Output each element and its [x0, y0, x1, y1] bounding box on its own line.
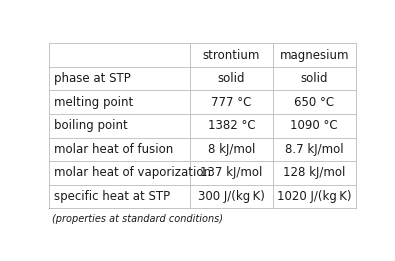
Text: 8.7 kJ/mol: 8.7 kJ/mol	[285, 143, 344, 156]
Text: 1090 °C: 1090 °C	[290, 119, 338, 132]
Text: magnesium: magnesium	[279, 49, 349, 62]
Text: melting point: melting point	[54, 96, 133, 109]
Text: (properties at standard conditions): (properties at standard conditions)	[53, 214, 224, 224]
Text: 128 kJ/mol: 128 kJ/mol	[283, 166, 345, 179]
Text: molar heat of vaporization: molar heat of vaporization	[54, 166, 211, 179]
Text: specific heat at STP: specific heat at STP	[54, 190, 170, 203]
Text: 1382 °C: 1382 °C	[208, 119, 255, 132]
Text: boiling point: boiling point	[54, 119, 128, 132]
Text: 137 kJ/mol: 137 kJ/mol	[200, 166, 263, 179]
Text: molar heat of fusion: molar heat of fusion	[54, 143, 173, 156]
Text: solid: solid	[218, 72, 245, 85]
Text: 1020 J/(kg K): 1020 J/(kg K)	[277, 190, 352, 203]
Text: strontium: strontium	[203, 49, 260, 62]
Text: solid: solid	[301, 72, 328, 85]
Text: 300 J/(kg K): 300 J/(kg K)	[198, 190, 265, 203]
Text: 650 °C: 650 °C	[294, 96, 334, 109]
Text: 777 °C: 777 °C	[211, 96, 252, 109]
Text: 8 kJ/mol: 8 kJ/mol	[208, 143, 255, 156]
Text: phase at STP: phase at STP	[54, 72, 131, 85]
